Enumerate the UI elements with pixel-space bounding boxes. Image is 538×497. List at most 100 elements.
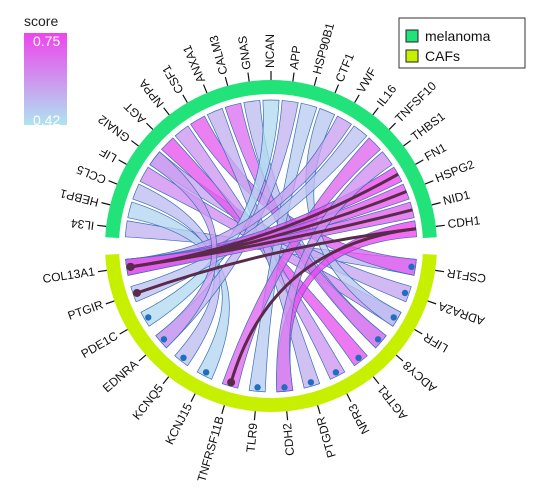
link-il16-ptgir bbox=[130, 125, 368, 303]
gene-tick-anxa1 bbox=[202, 84, 208, 94]
legend-swatch-cafs bbox=[405, 49, 419, 63]
gene-label-il16: IL16 bbox=[374, 82, 400, 109]
gene-label-lifr: LIFR bbox=[421, 330, 451, 355]
gene-label-ncan: NCAN bbox=[263, 34, 277, 68]
gene-tick-hebp1 bbox=[101, 202, 111, 206]
gene-label-calm3: CALM3 bbox=[206, 34, 230, 77]
gene-tick-agtr1 bbox=[372, 376, 380, 385]
sector-ring bbox=[97, 71, 445, 421]
gene-tick-lifr bbox=[414, 328, 423, 335]
score-legend-max: 0.75 bbox=[33, 33, 60, 49]
receptor-dot-kcnj15 bbox=[202, 369, 210, 376]
gene-tick-gnas bbox=[247, 72, 250, 82]
receptor-dot-pde1c bbox=[145, 314, 152, 321]
link-thbs1-cdh2 bbox=[276, 151, 393, 393]
score-gradient-bar bbox=[24, 33, 67, 125]
links-layer bbox=[124, 99, 418, 393]
receptor-dot-kcnq5 bbox=[180, 354, 187, 362]
gene-label-tnfrsf11b: TNFRSF11B bbox=[194, 415, 226, 484]
gene-label-col13a1: COL13A1 bbox=[42, 264, 97, 286]
receptor-dot-tlr9 bbox=[254, 384, 261, 391]
receptor-dot-npr3 bbox=[332, 369, 340, 376]
gene-tick-agt bbox=[145, 122, 154, 130]
highlight-link-fn1-col13a1 bbox=[130, 172, 399, 269]
gene-tick-cdh2 bbox=[286, 411, 289, 421]
gene-label-ptgir: PTGIR bbox=[66, 297, 106, 322]
gene-tick-cdh1 bbox=[435, 224, 445, 227]
gene-tick-lif bbox=[118, 159, 127, 165]
receptor-dot-agtr1 bbox=[355, 354, 362, 362]
gene-tick-kcnj15 bbox=[190, 393, 196, 402]
gene-tick-kcnq5 bbox=[162, 376, 170, 385]
highlight-link-cdh1-tnfrsf11b bbox=[229, 227, 417, 383]
gene-label-nid1: NID1 bbox=[442, 187, 472, 207]
gene-label-nppa: NPPA bbox=[136, 77, 167, 111]
legend-label-cafs: CAFs bbox=[425, 48, 460, 64]
gene-tick-col13a1 bbox=[97, 269, 107, 273]
gene-label-gnai2: GNAI2 bbox=[95, 112, 132, 145]
gene-tick-hspg2 bbox=[424, 180, 434, 185]
gene-tick-tnfrsf11b bbox=[221, 405, 225, 415]
gene-tick-ednra bbox=[138, 354, 147, 362]
gene-label-lif: LIF bbox=[97, 144, 119, 165]
gene-label-csf1r: CSF1R bbox=[446, 266, 487, 286]
receptor-dot-cdh2 bbox=[281, 384, 288, 391]
gene-tick-adra2a bbox=[427, 300, 437, 305]
highlight-dot-col13a1 bbox=[126, 262, 135, 271]
gene-label-ccl5: CCL5 bbox=[74, 162, 108, 187]
gene-label-agtr1: AGTR1 bbox=[374, 382, 410, 422]
gene-label-adra2a: ADRA2A bbox=[436, 299, 486, 328]
gene-tick-ccl5 bbox=[108, 180, 118, 185]
gene-tick-tlr9 bbox=[253, 411, 256, 421]
receptor-dot-ednra bbox=[160, 336, 168, 343]
gene-tick-calm3 bbox=[224, 76, 229, 86]
gene-tick-tnfsf10 bbox=[388, 122, 397, 130]
group-legend-box bbox=[398, 17, 526, 69]
gene-tick-hsp90b1 bbox=[313, 76, 318, 86]
legend-swatch-melanoma bbox=[405, 29, 419, 43]
gene-label-agt: AGT bbox=[121, 99, 149, 127]
gene-label-csf1: CSF1 bbox=[159, 62, 187, 96]
gene-label-npr3: NPR3 bbox=[345, 401, 372, 436]
gene-label-adcy8: ADCY8 bbox=[400, 358, 440, 395]
gene-tick-vwf bbox=[354, 94, 360, 103]
gene-label-il34: IL34 bbox=[70, 216, 95, 233]
gene-label-hsp90b1: HSP90B1 bbox=[310, 21, 337, 76]
gene-label-vwf: VWF bbox=[354, 65, 380, 95]
gene-tick-il34 bbox=[97, 224, 107, 227]
gene-tick-csf1 bbox=[182, 94, 188, 103]
gene-tick-adcy8 bbox=[395, 354, 404, 362]
gene-tick-app bbox=[292, 72, 295, 82]
receptor-dot-adcy8 bbox=[374, 336, 382, 343]
gene-label-app: APP bbox=[287, 45, 304, 71]
gene-tick-il16 bbox=[372, 107, 379, 116]
receptor-dot-adra2a bbox=[401, 289, 409, 297]
gene-label-tlr9: TLR9 bbox=[244, 422, 261, 453]
gene-label-ednra: EDNRA bbox=[100, 357, 141, 395]
link-ncan-pde1c bbox=[140, 99, 280, 327]
gene-tick-ptgdr bbox=[317, 405, 321, 415]
gene-tick-pde1c bbox=[119, 328, 128, 335]
gene-tick-nppa bbox=[163, 107, 170, 116]
highlight-dot-tnfrsf11b bbox=[227, 378, 236, 387]
gene-tick-nid1 bbox=[431, 202, 441, 206]
link-hsp90b1-tlr9 bbox=[248, 102, 318, 393]
gene-tick-gnai2 bbox=[130, 140, 139, 147]
score-legend: score 0.75 0.42 bbox=[24, 13, 67, 128]
gene-label-anxa1: ANXA1 bbox=[180, 43, 208, 85]
gene-label-kcnq5: KCNQ5 bbox=[130, 381, 167, 422]
gene-tick-csf1r bbox=[435, 269, 445, 273]
gene-label-pde1c: PDE1C bbox=[79, 329, 121, 361]
score-legend-min: 0.42 bbox=[33, 112, 60, 128]
gene-label-gnas: GNAS bbox=[235, 35, 253, 71]
gene-tick-ptgir bbox=[105, 300, 115, 305]
gene-label-kcnj15: KCNJ15 bbox=[162, 400, 195, 446]
gene-label-hebp1: HEBP1 bbox=[58, 186, 100, 209]
gene-label-cdh1: CDH1 bbox=[447, 213, 481, 231]
highlight-link-cdh1-ptgir bbox=[136, 227, 417, 295]
highlight-dot-ptgir bbox=[132, 288, 141, 297]
gene-label-hspg2: HSPG2 bbox=[433, 157, 476, 185]
gene-tick-npr3 bbox=[346, 393, 352, 402]
